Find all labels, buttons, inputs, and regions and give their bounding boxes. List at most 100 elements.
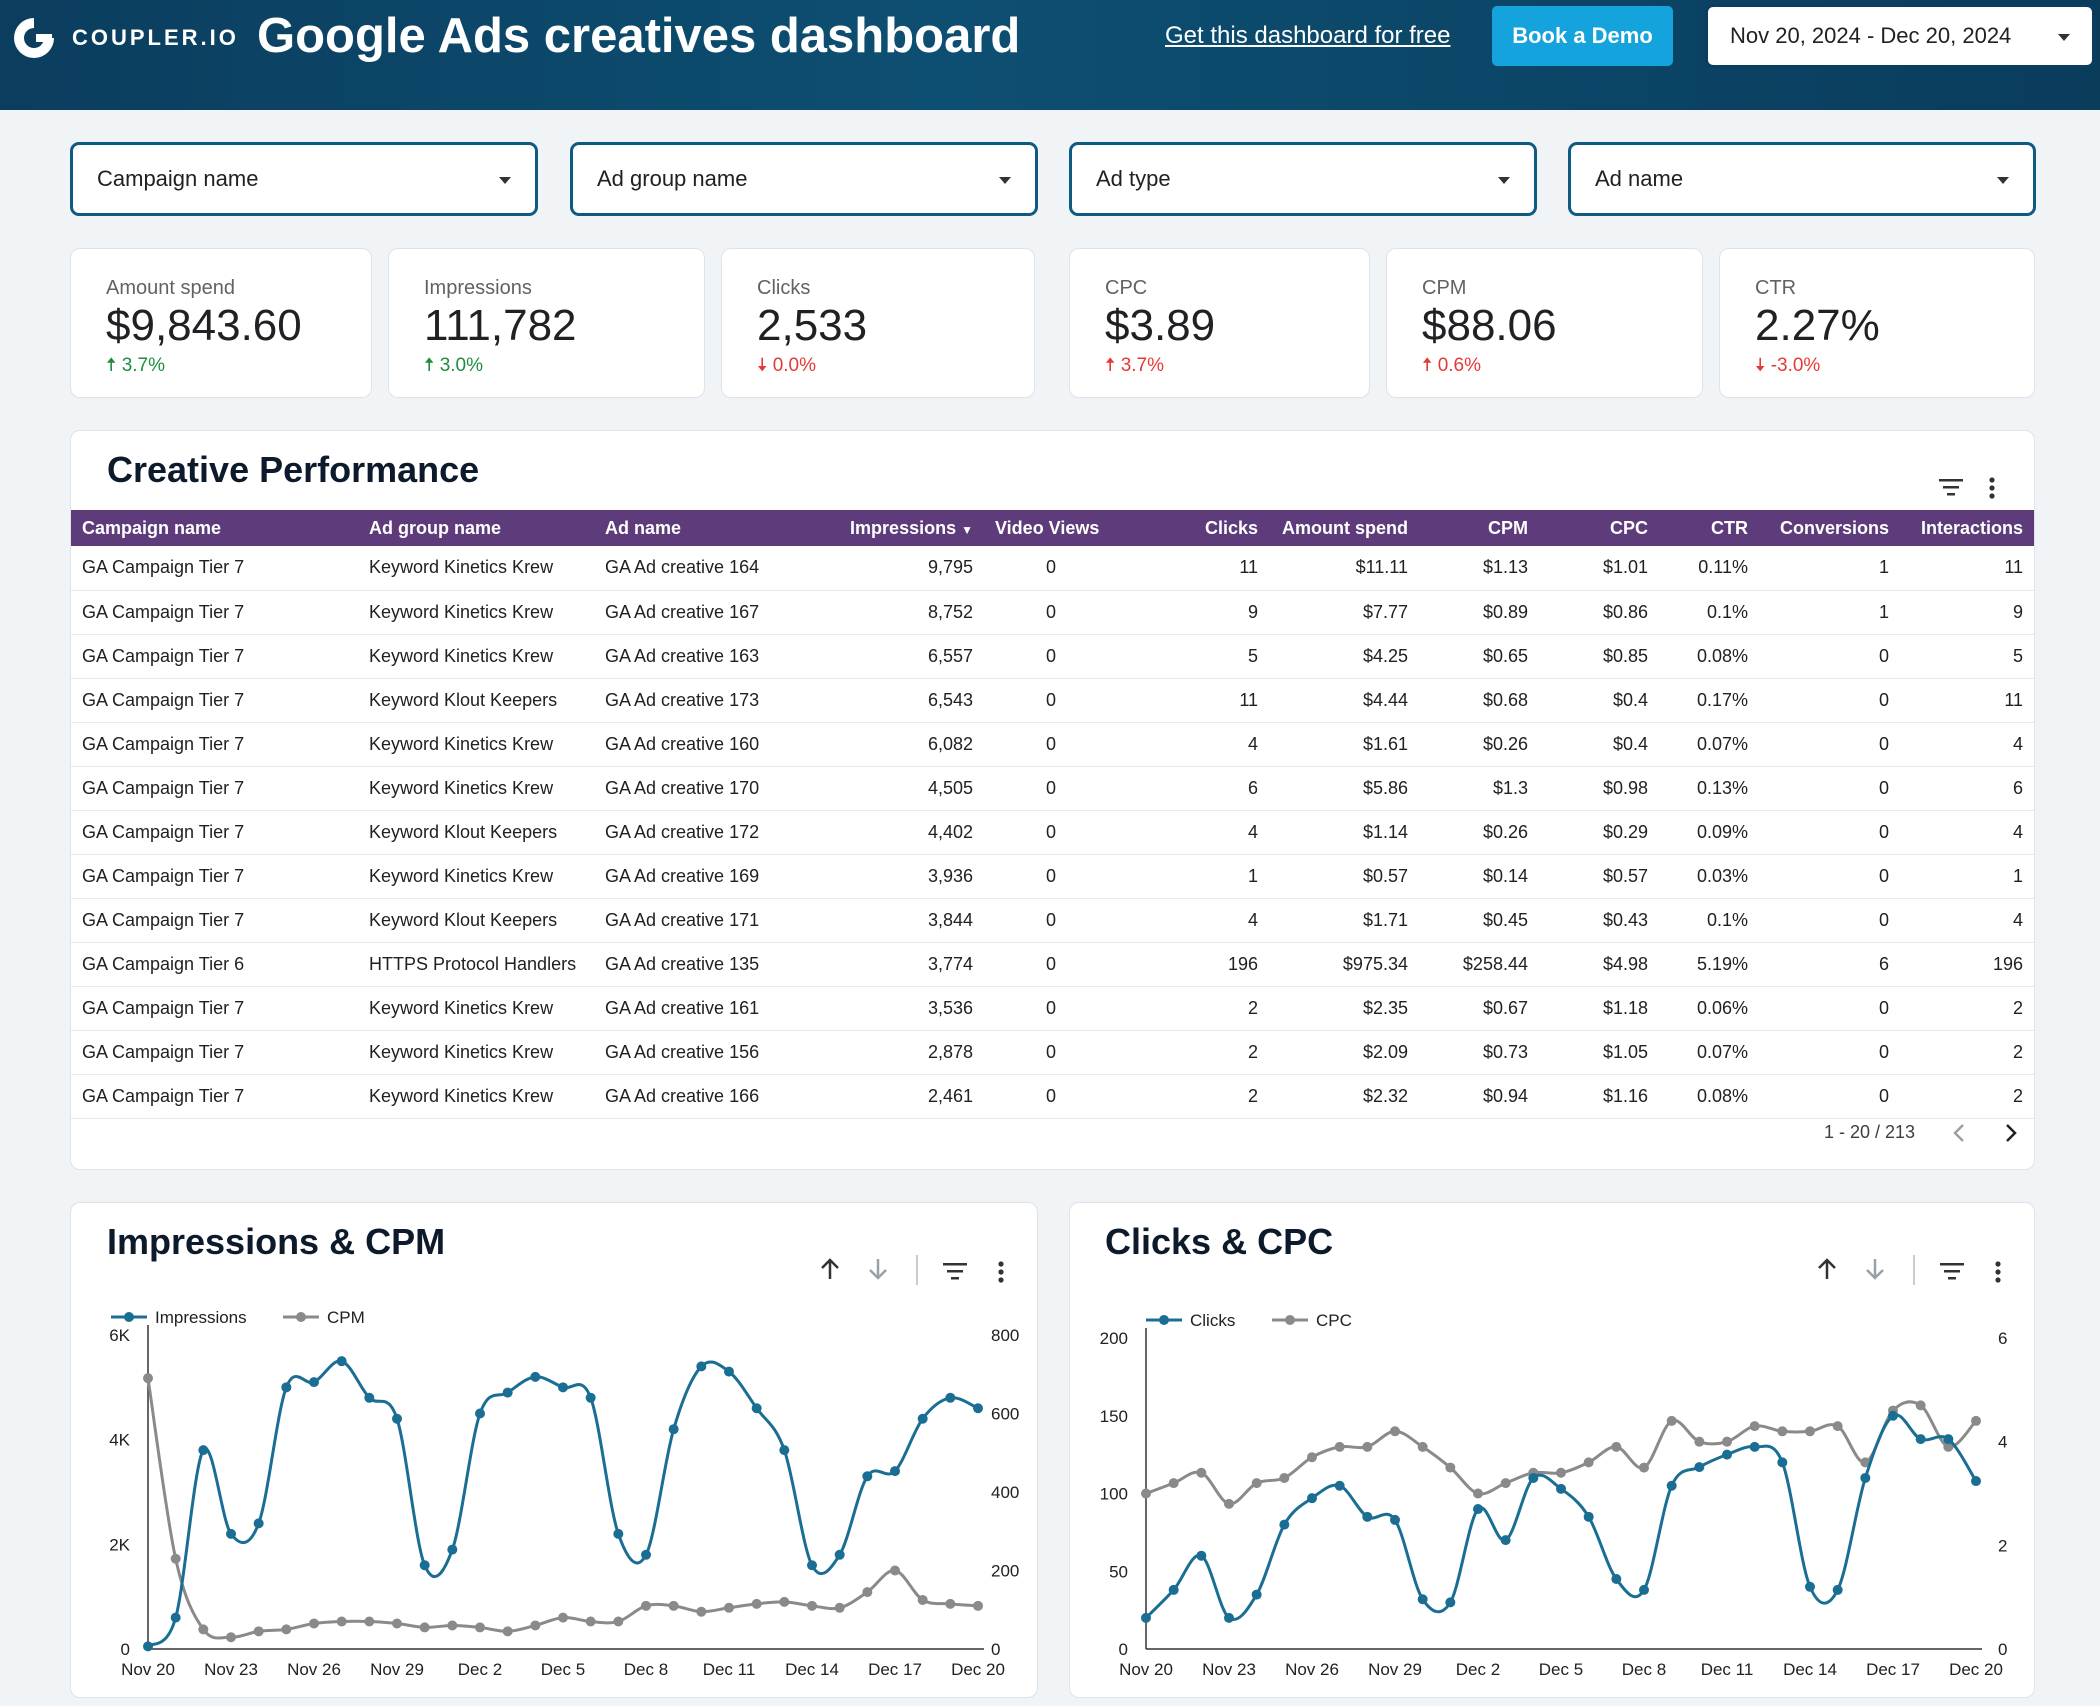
table-cell: 9 bbox=[1114, 590, 1269, 635]
coupler-logo[interactable]: COUPLER.IO bbox=[10, 14, 239, 62]
data-point-impressions bbox=[253, 1518, 264, 1529]
kpi-change: 🠇 -3.0% bbox=[1755, 351, 1820, 383]
col-video-views[interactable]: Video Views bbox=[995, 517, 1100, 538]
data-point-clicks bbox=[1141, 1612, 1151, 1623]
divider bbox=[916, 1255, 918, 1285]
col-interactions[interactable]: Interactions bbox=[1920, 517, 2023, 538]
table-cell: 0 bbox=[1759, 766, 1900, 811]
table-cell: 4,505 bbox=[784, 766, 984, 811]
x-tick-label: Dec 14 bbox=[785, 1660, 839, 1679]
col-ctr[interactable]: CTR bbox=[1711, 517, 1748, 538]
data-point-cpc bbox=[1141, 1488, 1151, 1499]
more-vert-icon[interactable] bbox=[996, 1259, 1006, 1285]
y-right-tick-label: 200 bbox=[991, 1562, 1019, 1581]
more-vert-icon[interactable] bbox=[1987, 475, 1997, 501]
table-cell: 0 bbox=[1759, 986, 1900, 1031]
table-row[interactable]: GA Campaign Tier 7 Keyword Kinetics Krew G… bbox=[71, 1030, 2034, 1075]
legend-marker bbox=[1159, 1315, 1169, 1325]
data-point-clicks bbox=[1943, 1434, 1954, 1445]
table-cell: 0.06% bbox=[1659, 986, 1759, 1031]
table-cell: $1.18 bbox=[1539, 986, 1659, 1031]
arrow-upward-icon[interactable] bbox=[1816, 1257, 1838, 1281]
table-row[interactable]: GA Campaign Tier 7 Keyword Klout Keepers G… bbox=[71, 898, 2034, 943]
table-cell: $2.09 bbox=[1269, 1030, 1419, 1075]
table-row[interactable]: GA Campaign Tier 7 Keyword Kinetics Krew G… bbox=[71, 1074, 2034, 1119]
page-title: Google Ads creatives dashboard bbox=[257, 9, 1021, 63]
col-clicks[interactable]: Clicks bbox=[1204, 517, 1258, 538]
col-amount-spend[interactable]: Amount spend bbox=[1282, 517, 1408, 538]
table-cell: 1 bbox=[1900, 854, 2034, 899]
table-cell: 11 bbox=[1900, 546, 2034, 591]
filter-icon[interactable] bbox=[1938, 1259, 1966, 1283]
data-point-impressions bbox=[170, 1612, 181, 1623]
data-point-cpm bbox=[502, 1626, 513, 1637]
data-point-cpm bbox=[668, 1600, 679, 1611]
data-point-cpm bbox=[834, 1602, 845, 1613]
table-header-row: Campaign name Ad group name Ad name Impr… bbox=[71, 510, 2034, 546]
table-cell: HTTPS Protocol Handlers bbox=[358, 942, 594, 987]
table-row[interactable]: GA Campaign Tier 7 Keyword Kinetics Krew G… bbox=[71, 986, 2034, 1031]
table-cell: 2 bbox=[1900, 986, 2034, 1031]
table-row[interactable]: GA Campaign Tier 7 Keyword Kinetics Krew G… bbox=[71, 590, 2034, 635]
table-cell: GA Ad creative 163 bbox=[594, 634, 784, 679]
table-cell: GA Campaign Tier 7 bbox=[71, 546, 358, 591]
data-point-impressions bbox=[364, 1392, 375, 1403]
filter-ad-group-name[interactable]: Ad group name bbox=[570, 142, 1038, 216]
table-row[interactable]: GA Campaign Tier 6 HTTPS Protocol Handler… bbox=[71, 942, 2034, 987]
table-cell: GA Ad creative 164 bbox=[594, 546, 784, 591]
get-dashboard-link[interactable]: Get this dashboard for free bbox=[1165, 22, 1451, 49]
data-point-impressions bbox=[447, 1544, 458, 1555]
col-conversions[interactable]: Conversions bbox=[1779, 517, 1889, 538]
table-cell: 6,557 bbox=[784, 634, 984, 679]
x-tick-label: Nov 29 bbox=[1368, 1660, 1422, 1679]
table-cell: Keyword Klout Keepers bbox=[358, 898, 594, 943]
data-point-clicks bbox=[1860, 1472, 1871, 1483]
arrow-upward-icon[interactable] bbox=[819, 1257, 841, 1281]
legend-marker bbox=[296, 1312, 306, 1322]
table-row[interactable]: GA Campaign Tier 7 Keyword Kinetics Krew G… bbox=[71, 634, 2034, 679]
arrow-down-icon: 🠇 bbox=[1755, 355, 1766, 376]
table-cell: Keyword Kinetics Krew bbox=[358, 634, 594, 679]
arrow-downward-icon[interactable] bbox=[1864, 1257, 1886, 1281]
book-demo-button[interactable]: Book a Demo bbox=[1492, 6, 1673, 66]
table-cell: 0 bbox=[984, 854, 1114, 899]
table-row[interactable]: GA Campaign Tier 7 Keyword Klout Keepers G… bbox=[71, 810, 2034, 855]
kpi-value: $9,843.60 bbox=[106, 301, 302, 350]
table-row[interactable]: GA Campaign Tier 7 Keyword Klout Keepers G… bbox=[71, 678, 2034, 723]
col-impressions[interactable]: Impressions ▼ bbox=[784, 510, 984, 546]
table-cell: 0 bbox=[984, 634, 1114, 679]
table-cell: 2,461 bbox=[784, 1074, 984, 1119]
data-point-cpc bbox=[1362, 1441, 1373, 1452]
more-vert-icon[interactable] bbox=[1993, 1259, 2003, 1285]
table-cell: $0.65 bbox=[1419, 634, 1539, 679]
chevron-left-icon[interactable] bbox=[1951, 1122, 1967, 1144]
table-cell: 2 bbox=[1114, 1030, 1269, 1075]
data-point-cpm bbox=[890, 1565, 900, 1576]
table-cell: 2 bbox=[1900, 1074, 2034, 1119]
col-cpm[interactable]: CPM bbox=[1488, 517, 1528, 538]
col-ad-group-name[interactable]: Ad group name bbox=[369, 517, 502, 538]
table-cell: $0.57 bbox=[1269, 854, 1419, 899]
table-row[interactable]: GA Campaign Tier 7 Keyword Kinetics Krew G… bbox=[71, 854, 2034, 899]
table-cell: GA Campaign Tier 7 bbox=[71, 854, 358, 899]
col-ad-name[interactable]: Ad name bbox=[605, 517, 682, 538]
col-cpc[interactable]: CPC bbox=[1609, 517, 1648, 538]
filter-ad-name[interactable]: Ad name bbox=[1568, 142, 2036, 216]
col-campaign-name[interactable]: Campaign name bbox=[82, 517, 222, 538]
chevron-right-icon[interactable] bbox=[2003, 1122, 2019, 1144]
data-point-cpm bbox=[281, 1624, 292, 1635]
filter-icon[interactable] bbox=[1937, 475, 1965, 499]
table-row[interactable]: GA Campaign Tier 7 Keyword Kinetics Krew G… bbox=[71, 546, 2034, 591]
filter-campaign-name[interactable]: Campaign name bbox=[70, 142, 538, 216]
arrow-downward-icon[interactable] bbox=[867, 1257, 889, 1281]
filter-icon[interactable] bbox=[941, 1259, 969, 1283]
table-row[interactable]: GA Campaign Tier 7 Keyword Kinetics Krew G… bbox=[71, 766, 2034, 811]
table-cell: 0 bbox=[1759, 634, 1900, 679]
table-cell: 0.03% bbox=[1659, 854, 1759, 899]
date-range-selector[interactable]: Nov 20, 2024 - Dec 20, 2024 bbox=[1705, 4, 2095, 68]
data-point-cpc bbox=[1860, 1457, 1871, 1468]
table-cell: 0 bbox=[984, 546, 1114, 591]
filter-ad-type[interactable]: Ad type bbox=[1069, 142, 1537, 216]
table-cell: GA Campaign Tier 7 bbox=[71, 898, 358, 943]
table-row[interactable]: GA Campaign Tier 7 Keyword Kinetics Krew G… bbox=[71, 722, 2034, 767]
